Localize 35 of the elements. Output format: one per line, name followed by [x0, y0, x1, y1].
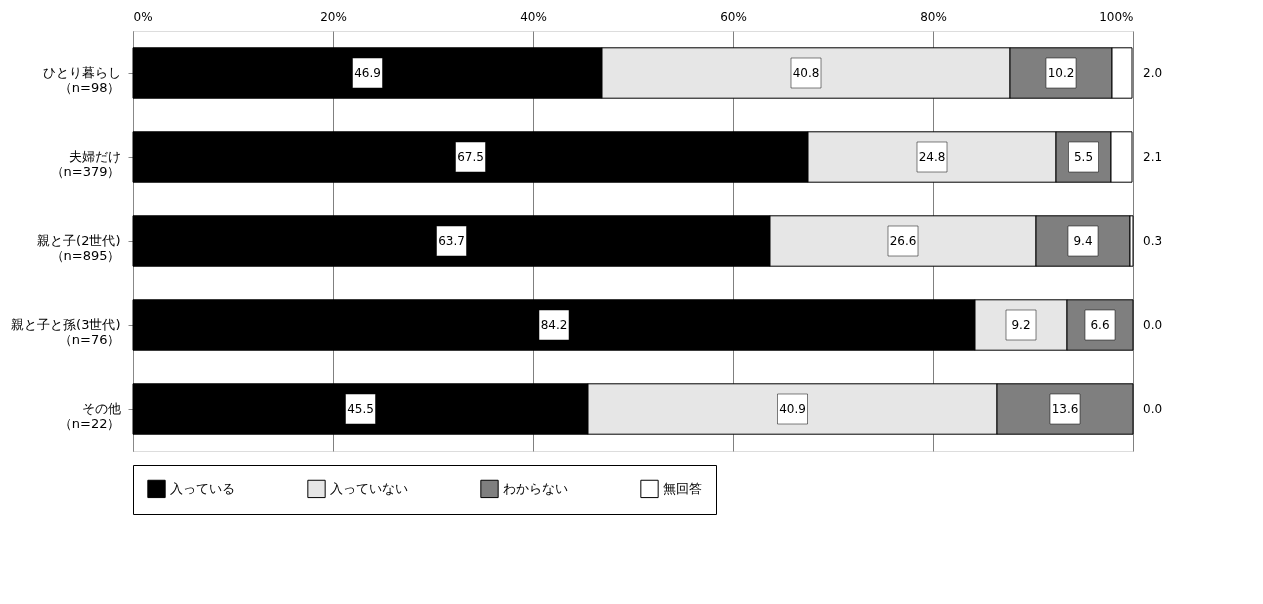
data-label: 63.7 — [438, 234, 465, 248]
legend-label: 入っていない — [330, 480, 408, 496]
data-label: 46.9 — [354, 66, 381, 80]
y-tick-label: 親と子(2世代)（n=895） — [37, 233, 121, 263]
data-label: 5.5 — [1073, 150, 1094, 164]
data-label: 0.0 — [1143, 318, 1163, 332]
y-tick-label: ひとり暮らし（n=98） — [42, 65, 121, 95]
legend-label: わからない — [503, 480, 568, 496]
data-label: 10.2 — [1047, 66, 1075, 80]
data-label: 26.6 — [889, 234, 917, 248]
x-tick-label: 80% — [920, 9, 947, 24]
y-tick-label: その他（n=22） — [58, 401, 121, 431]
x-tick-label: 40% — [520, 9, 547, 24]
legend-label: 無回答 — [663, 480, 702, 496]
data-label: 2.1 — [1143, 150, 1163, 164]
data-label: 9.4 — [1073, 234, 1093, 248]
data-label: 45.5 — [347, 402, 374, 416]
y-tick-label: 親と子と孫(3世代)（n=76） — [11, 317, 121, 347]
y-tick-label: 夫婦だけ（n=379） — [50, 149, 121, 179]
data-label: 0.3 — [1143, 234, 1163, 248]
x-tick-label: 60% — [720, 9, 747, 24]
data-label: 2.0 — [1143, 66, 1163, 80]
data-label: 6.6 — [1090, 318, 1110, 332]
x-tick-label: 100% — [1099, 9, 1134, 24]
data-label: 9.2 — [1011, 318, 1031, 332]
data-label: 40.9 — [779, 402, 806, 416]
data-label: 13.6 — [1051, 402, 1079, 416]
data-label: 40.8 — [792, 66, 820, 80]
legend-label: 入っている — [170, 480, 235, 496]
data-label: 0.0 — [1143, 402, 1163, 416]
data-label: 67.5 — [457, 150, 484, 164]
data-label: 84.2 — [540, 318, 568, 332]
data-label: 24.8 — [918, 150, 946, 164]
x-tick-label: 20% — [320, 9, 347, 24]
x-tick-label: 0% — [133, 9, 153, 24]
